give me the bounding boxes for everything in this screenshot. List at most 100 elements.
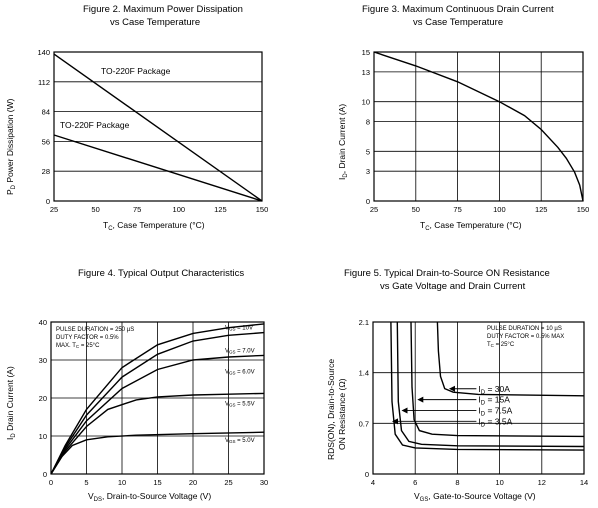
fig3-gridlines bbox=[374, 52, 583, 201]
fig3-xtick-5: 150 bbox=[577, 205, 590, 214]
fig4-ytick-0: 0 bbox=[43, 470, 47, 479]
figure-4: Figure 4. Typical Output Characteristics… bbox=[5, 268, 268, 503]
fig4-vgs-labels: VGS = 10V VGS = 7.0V VGS = 6.0V VGS = 5.5V V… bbox=[225, 326, 255, 444]
fig5-ytick-2: 1.4 bbox=[359, 369, 369, 378]
fig5-arrowhead-0 bbox=[448, 385, 455, 392]
fig5-ytick-1: 0.7 bbox=[359, 419, 369, 428]
fig4-tick-labels: 0 10 20 30 40 0 5 10 15 20 25 30 bbox=[39, 318, 269, 487]
fig2-gridlines bbox=[54, 81, 262, 172]
fig5-x-axis-label: VGS, Gate-to-Source Voltage (V) bbox=[414, 491, 536, 503]
fig3-ytick-5: 13 bbox=[362, 68, 370, 77]
fig4-xtick-0: 0 bbox=[49, 478, 53, 487]
fig2-annotation-bottom: TO-220F Package bbox=[60, 120, 130, 130]
fig3-x-axis-label: TC, Case Temperature (°C) bbox=[420, 220, 522, 232]
fig5-annotation-pulse: PULSE DURATION = 10 µS bbox=[487, 326, 562, 332]
fig4-series-line-2 bbox=[50, 354, 265, 475]
fig4-xtick-2: 10 bbox=[118, 478, 126, 487]
fig5-arrowhead-1 bbox=[417, 396, 424, 403]
fig5-xtick-3: 10 bbox=[495, 478, 503, 487]
fig5-series-line-1 bbox=[410, 321, 585, 438]
fig5-series bbox=[390, 321, 585, 451]
fig4-x-axis-label: VDS, Drain-to-Source Voltage (V) bbox=[88, 491, 211, 503]
fig2-plot-frame bbox=[53, 51, 263, 202]
fig2-xtick-4: 125 bbox=[214, 205, 227, 214]
fig5-id-label-3: ID = 3.5A bbox=[478, 416, 512, 428]
fig5-subtitle: vs Gate Voltage and Drain Current bbox=[380, 281, 526, 292]
fig3-series bbox=[373, 51, 584, 202]
fig3-xtick-2: 75 bbox=[453, 205, 461, 214]
fig5-series-line-3 bbox=[390, 321, 585, 451]
fig2-title: Figure 2. Maximum Power Dissipation bbox=[83, 4, 243, 15]
fig2-subtitle: vs Case Temperature bbox=[110, 17, 200, 28]
fig5-arrowhead-3 bbox=[391, 418, 398, 425]
figure-3: Figure 3. Maximum Continuous Drain Curre… bbox=[337, 4, 589, 232]
fig4-annotation-temp: MAX. TC = 25°C bbox=[56, 343, 100, 349]
fig3-ytick-2: 5 bbox=[366, 147, 370, 156]
fig2-annotation-top: TO-220F Package bbox=[101, 66, 171, 76]
figure-2: Figure 2. Maximum Power Dissipation vs C… bbox=[5, 4, 268, 232]
figure-5: Figure 5. Typical Drain-to-Source ON Res… bbox=[326, 268, 588, 503]
fig2-y-axis-label: PD Power Dissipation (W) bbox=[5, 98, 17, 195]
fig5-series-line-2 bbox=[396, 321, 585, 448]
fig5-id-label-2: ID = 7.5A bbox=[478, 405, 512, 417]
fig5-plot-frame bbox=[372, 321, 585, 475]
fig4-vgs-label-2: VGS = 6.0V bbox=[225, 369, 255, 375]
fig2-xtick-2: 75 bbox=[133, 205, 141, 214]
fig4-ytick-3: 30 bbox=[39, 356, 47, 365]
fig5-y-axis-label-line2: ON Resistance (Ω) bbox=[337, 378, 347, 450]
fig2-xtick-1: 50 bbox=[91, 205, 99, 214]
fig5-series-line-0 bbox=[436, 321, 585, 397]
fig5-xtick-2: 8 bbox=[455, 478, 459, 487]
fig4-vgs-label-0: VGS = 10V bbox=[225, 326, 253, 332]
fig4-ytick-4: 40 bbox=[39, 318, 47, 327]
fig2-ytick-0: 0 bbox=[46, 197, 50, 206]
fig3-series-line-0 bbox=[373, 51, 584, 202]
fig5-gridlines bbox=[373, 322, 584, 474]
fig2-series-line-0 bbox=[53, 53, 263, 202]
fig5-annotation-duty: DUTY FACTOR = 0.5% MAX bbox=[487, 334, 564, 340]
fig2-xtick-3: 100 bbox=[173, 205, 186, 214]
fig5-annotation-temp: TC = 25°C bbox=[487, 342, 515, 348]
fig3-ytick-3: 8 bbox=[366, 118, 370, 127]
fig4-vgs-label-3: VGS = 5.5V bbox=[225, 402, 255, 408]
fig3-ytick-6: 15 bbox=[362, 48, 370, 57]
fig2-ytick-2: 56 bbox=[42, 137, 50, 146]
fig4-series bbox=[50, 323, 265, 475]
fig5-xtick-1: 6 bbox=[413, 478, 417, 487]
fig2-xtick-0: 25 bbox=[50, 205, 58, 214]
fig3-xtick-3: 100 bbox=[493, 205, 506, 214]
fig3-plot-frame bbox=[373, 51, 584, 202]
fig4-xtick-3: 15 bbox=[153, 478, 161, 487]
fig4-title: Figure 4. Typical Output Characteristics bbox=[78, 268, 244, 279]
fig4-series-line-0 bbox=[50, 323, 265, 475]
fig4-xtick-1: 5 bbox=[84, 478, 88, 487]
fig4-xtick-6: 30 bbox=[260, 478, 268, 487]
fig4-ytick-1: 10 bbox=[39, 432, 47, 441]
fig4-vgs-label-4: VGS = 5.0V bbox=[225, 438, 255, 444]
fig4-annotation-pulse: PULSE DURATION = 250 µS bbox=[56, 327, 134, 333]
fig4-vgs-label-1: VGS = 7.0V bbox=[225, 349, 255, 355]
fig3-ytick-1: 3 bbox=[366, 167, 370, 176]
fig3-ytick-0: 0 bbox=[366, 197, 370, 206]
fig3-tick-labels: 0 3 5 8 10 13 15 25 50 75 100 125 150 bbox=[362, 48, 590, 214]
fig3-y-axis-label: ID, Drain Current (A) bbox=[337, 104, 349, 180]
fig4-series-line-3 bbox=[50, 392, 265, 475]
fig2-series-line-1 bbox=[53, 134, 263, 202]
fig3-ytick-4: 10 bbox=[362, 98, 370, 107]
fig4-xtick-4: 20 bbox=[189, 478, 197, 487]
fig2-ytick-1: 28 bbox=[42, 167, 50, 176]
fig5-xtick-0: 4 bbox=[371, 478, 375, 487]
fig3-xtick-0: 25 bbox=[370, 205, 378, 214]
fig4-y-axis-label: ID Drain Current (A) bbox=[5, 366, 17, 440]
fig3-subtitle: vs Case Temperature bbox=[413, 17, 503, 28]
fig2-ytick-4: 112 bbox=[38, 78, 50, 87]
fig5-ytick-0: 0 bbox=[365, 470, 369, 479]
fig3-xtick-1: 50 bbox=[412, 205, 420, 214]
fig5-y-axis-label-line1: RDS(ON), Drain-to-Source bbox=[326, 359, 336, 460]
fig5-id-label-0: ID = 30A bbox=[478, 384, 510, 396]
fig4-annotation-duty: DUTY FACTOR = 0.5% bbox=[56, 335, 119, 341]
fig2-x-axis-label: TC, Case Temperature (°C) bbox=[103, 220, 205, 232]
fig5-tick-labels: 0 0.7 1.4 2.1 4 6 8 10 12 14 bbox=[359, 318, 589, 487]
